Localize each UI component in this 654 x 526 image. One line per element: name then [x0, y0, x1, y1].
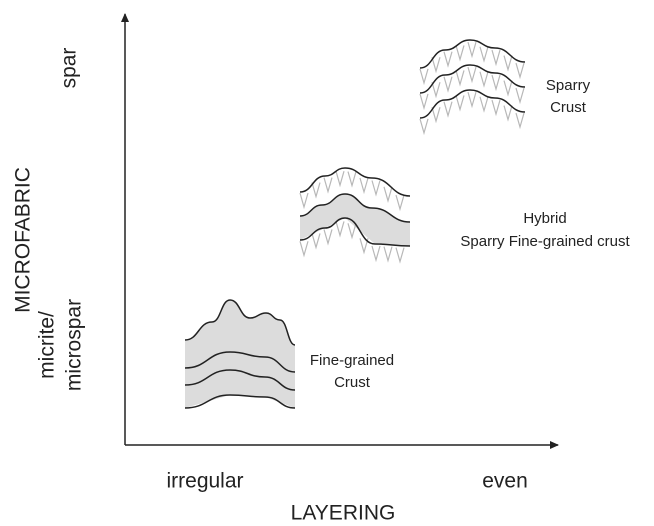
crust-line [419, 64, 526, 94]
crystal-mark [383, 246, 393, 263]
node-label: Crust [550, 99, 587, 116]
crystal-mark [383, 186, 393, 203]
crystal-mark [335, 171, 345, 188]
crust-line [184, 351, 296, 373]
y-axis-title: MICROFABRIC [12, 167, 35, 313]
crystal-mark [419, 68, 429, 86]
crystal-mark [455, 95, 465, 112]
crystal-mark [491, 74, 501, 92]
crystal-mark [419, 93, 429, 111]
crust-line [419, 39, 526, 69]
crystal-mark [515, 112, 525, 130]
crystal-mark [335, 221, 345, 238]
crystal-mark [395, 194, 405, 212]
crystal-mark [359, 177, 369, 195]
crystal-mark [323, 229, 333, 246]
crystal-mark [371, 245, 381, 263]
crystal-mark [455, 45, 465, 62]
crystal-mark [347, 223, 357, 240]
crust-drawings [184, 39, 526, 409]
crystal-mark [503, 55, 513, 72]
crystal-mark [443, 51, 453, 68]
node-label: Crust [334, 374, 371, 391]
crystal-mark [431, 82, 441, 99]
x-high-label: even [482, 470, 528, 493]
crust-line [299, 167, 411, 197]
x-low-label: irregular [166, 470, 243, 493]
node-label: Hybrid [523, 210, 566, 227]
crust-line [184, 299, 296, 346]
crystal-mark [515, 87, 525, 105]
crystal-mark [503, 80, 513, 97]
y-low-label: micrite/ [36, 311, 59, 379]
crystal-mark [491, 99, 501, 117]
crystal-mark [395, 247, 405, 264]
crystal-mark [323, 177, 333, 194]
crystal-mark [431, 57, 441, 74]
fine-band [185, 300, 295, 408]
crystal-mark [479, 96, 489, 113]
crystal-mark [431, 107, 441, 124]
crust-line [184, 369, 296, 391]
crystal-mark [299, 241, 309, 258]
fine-band [300, 194, 410, 246]
crust-line [184, 394, 296, 409]
node-label: Sparry [546, 77, 591, 94]
y-high-label: spar [58, 48, 81, 89]
crust-line [299, 193, 411, 223]
crystal-mark [443, 76, 453, 93]
crystal-mark [311, 182, 321, 199]
crystal-mark [491, 49, 501, 67]
crystal-mark [467, 66, 477, 84]
crystal-mark [443, 101, 453, 118]
crystal-mark [455, 70, 465, 87]
crust-line [419, 89, 526, 119]
crystal-mark [467, 41, 477, 59]
crystal-mark [347, 171, 357, 188]
crystal-mark [479, 71, 489, 88]
crystal-mark [371, 180, 381, 197]
crystal-mark [359, 238, 369, 255]
crust-line [299, 217, 411, 247]
x-axis-title: LAYERING [291, 502, 396, 525]
crystal-mark [467, 91, 477, 109]
crystal-mark [311, 233, 321, 250]
crystal-mark [479, 46, 489, 63]
y-low-label: microspar [63, 299, 86, 391]
node-label: Sparry Fine-grained crust [460, 233, 630, 250]
crystal-mark [515, 62, 525, 80]
crystal-mark [419, 118, 429, 136]
crystal-mark [299, 192, 309, 210]
crystal-mark [503, 105, 513, 122]
node-label: Fine-grained [310, 352, 394, 369]
